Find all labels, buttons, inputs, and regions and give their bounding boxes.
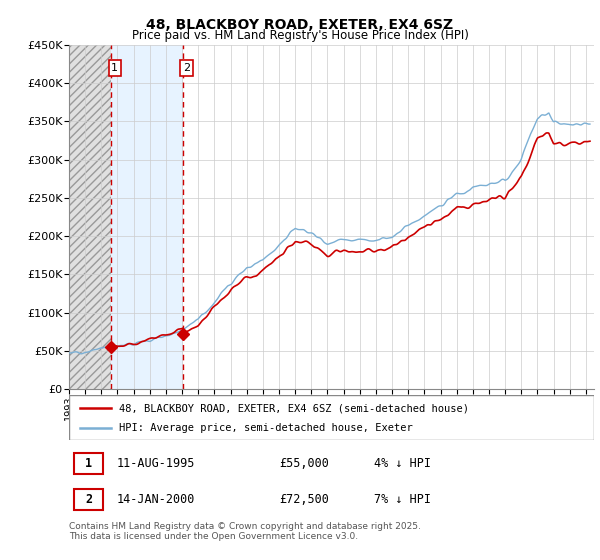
Text: 2: 2 <box>183 63 190 73</box>
Text: 2: 2 <box>85 493 92 506</box>
Text: 1: 1 <box>85 457 92 470</box>
Text: £72,500: £72,500 <box>279 493 329 506</box>
Text: 48, BLACKBOY ROAD, EXETER, EX4 6SZ (semi-detached house): 48, BLACKBOY ROAD, EXETER, EX4 6SZ (semi… <box>119 403 469 413</box>
Text: Contains HM Land Registry data © Crown copyright and database right 2025.
This d: Contains HM Land Registry data © Crown c… <box>69 522 421 542</box>
Bar <box>74 453 103 474</box>
Bar <box>74 489 103 510</box>
Text: 48, BLACKBOY ROAD, EXETER, EX4 6SZ: 48, BLACKBOY ROAD, EXETER, EX4 6SZ <box>146 18 454 32</box>
Text: Price paid vs. HM Land Registry's House Price Index (HPI): Price paid vs. HM Land Registry's House … <box>131 29 469 42</box>
Text: 4% ↓ HPI: 4% ↓ HPI <box>373 457 431 470</box>
Text: £55,000: £55,000 <box>279 457 329 470</box>
Text: 7% ↓ HPI: 7% ↓ HPI <box>373 493 431 506</box>
Text: 14-JAN-2000: 14-JAN-2000 <box>116 493 194 506</box>
Text: 1: 1 <box>112 63 118 73</box>
Bar <box>112 45 183 389</box>
Bar <box>69 45 112 389</box>
Text: HPI: Average price, semi-detached house, Exeter: HPI: Average price, semi-detached house,… <box>119 423 413 433</box>
Text: 11-AUG-1995: 11-AUG-1995 <box>116 457 194 470</box>
